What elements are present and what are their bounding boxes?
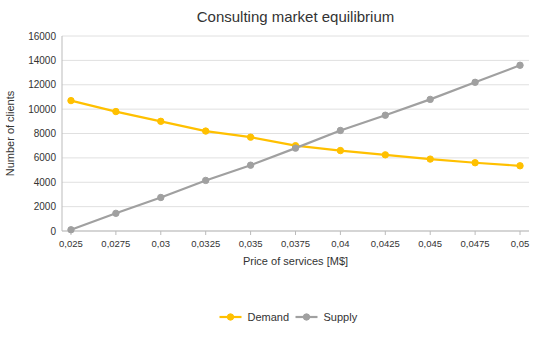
grid	[62, 36, 529, 231]
x-axis-label: Price of services [M$]	[243, 255, 348, 267]
y-tick-label: 8000	[34, 128, 57, 139]
legend-marker	[303, 314, 309, 320]
x-tick-label: 0,0275	[101, 238, 130, 249]
point	[472, 160, 478, 166]
y-tick-label: 16000	[28, 31, 56, 42]
y-axis-label: Number of clients	[4, 90, 16, 176]
y-tick-label: 12000	[28, 79, 56, 90]
point	[427, 156, 433, 162]
y-tick-label: 6000	[34, 152, 57, 163]
series-line	[71, 65, 520, 230]
grid-line	[62, 60, 529, 61]
point	[292, 145, 298, 151]
point	[158, 118, 164, 124]
point	[247, 162, 253, 168]
point	[68, 97, 74, 103]
grid-line	[62, 36, 529, 37]
y-tick-label: 4000	[34, 177, 57, 188]
grid-line	[62, 182, 529, 183]
x-tick	[385, 231, 386, 235]
y-axis-line	[62, 36, 63, 231]
point	[337, 127, 343, 133]
title: Consulting market equilibrium	[197, 8, 395, 25]
point	[382, 112, 388, 118]
x-tick-label: 0,0375	[281, 238, 310, 249]
x-tick	[520, 231, 521, 235]
legend-marker	[227, 314, 233, 320]
y-tick-label: 2000	[34, 201, 57, 212]
x-tick	[340, 231, 341, 235]
point	[202, 177, 208, 183]
point	[113, 108, 119, 114]
x-tick	[250, 231, 251, 235]
x-tick-label: 0,0475	[461, 238, 490, 249]
point	[517, 163, 523, 169]
grid-line	[62, 109, 529, 110]
plot-area	[68, 62, 523, 233]
legend-label: Demand	[248, 311, 290, 323]
point	[337, 147, 343, 153]
x-tick-label: 0,0325	[191, 238, 220, 249]
chart: Consulting market equilibrium 0 2000 4000 60…	[0, 0, 543, 339]
x-tick-label: 0,025	[59, 238, 83, 249]
x-tick	[295, 231, 296, 235]
x-tick	[205, 231, 206, 235]
point	[427, 96, 433, 102]
x-tick	[115, 231, 116, 235]
x-tick-label: 0,04	[331, 238, 350, 249]
grid-line	[62, 84, 529, 85]
point	[202, 128, 208, 134]
x-tick	[475, 231, 476, 235]
legend-label: Supply	[324, 311, 358, 323]
point	[382, 152, 388, 158]
x-tick	[160, 231, 161, 235]
x-tick-label: 0,045	[418, 238, 442, 249]
point	[517, 62, 523, 68]
x-tick-label: 0,05	[511, 238, 530, 249]
series-line	[71, 101, 520, 166]
x-tick-label: 0,0425	[371, 238, 400, 249]
y-tick-label: 14000	[28, 55, 56, 66]
y-tick-label: 10000	[28, 104, 56, 115]
x-tick	[430, 231, 431, 235]
point	[247, 134, 253, 140]
y-tick-label: 0	[50, 226, 56, 237]
grid-line	[62, 133, 529, 134]
point	[158, 194, 164, 200]
x-tick-label: 0,035	[239, 238, 263, 249]
x-tick-label: 0,03	[152, 238, 171, 249]
legend: Demand Supply	[220, 311, 358, 323]
point	[68, 227, 74, 233]
grid-line	[62, 157, 529, 158]
point	[472, 79, 478, 85]
point	[113, 210, 119, 216]
